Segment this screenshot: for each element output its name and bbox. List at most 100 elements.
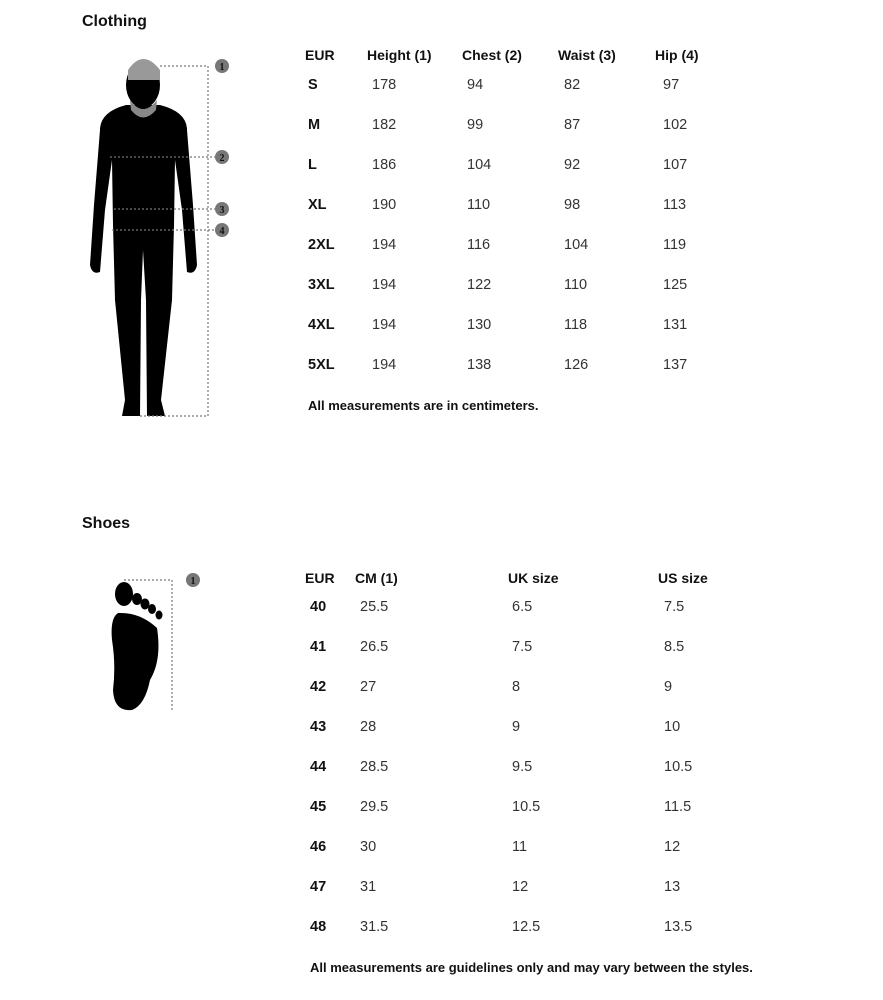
- table-cell: 82: [564, 77, 581, 93]
- table-cell: 97: [663, 77, 680, 93]
- table-cell: M: [308, 117, 321, 133]
- table-cell: 190: [372, 197, 397, 213]
- table-cell: 27: [360, 679, 377, 695]
- table-cell: 3XL: [308, 277, 335, 293]
- measurement-marker: [215, 202, 229, 216]
- table-cell: 7.5: [664, 599, 685, 615]
- measurement-marker-label: 4: [220, 226, 225, 237]
- measurement-marker: [186, 573, 200, 587]
- table-cell: 102: [663, 117, 688, 133]
- table-cell: 28: [360, 719, 377, 735]
- table-cell: 8: [512, 679, 521, 695]
- table-cell: 194: [372, 357, 397, 373]
- table-cell: 7.5: [512, 639, 533, 655]
- table-cell: 48: [310, 919, 327, 935]
- table-cell: 10.5: [664, 759, 693, 775]
- table-cell: 41: [310, 639, 327, 655]
- table-cell: 9: [512, 719, 521, 735]
- column-header: Hip (4): [655, 47, 699, 63]
- table-cell: 13.5: [664, 919, 693, 935]
- table-cell: 186: [372, 157, 397, 173]
- column-header: US size: [658, 570, 708, 586]
- column-header: CM (1): [355, 570, 398, 586]
- table-cell: 2XL: [308, 237, 335, 253]
- table-cell: 42: [310, 679, 327, 695]
- clothing-title: Clothing: [82, 13, 147, 30]
- clothing-note: All measurements are in centimeters.: [308, 398, 539, 413]
- column-header: EUR: [305, 47, 335, 63]
- table-cell: 25.5: [360, 599, 389, 615]
- measurement-marker: [215, 150, 229, 164]
- table-cell: 137: [663, 357, 688, 373]
- table-cell: 182: [372, 117, 397, 133]
- table-cell: 10.5: [512, 799, 541, 815]
- table-cell: 11: [512, 839, 528, 855]
- table-cell: S: [308, 77, 318, 93]
- table-cell: 104: [564, 237, 589, 253]
- table-cell: 30: [360, 839, 377, 855]
- measurement-marker: [215, 223, 229, 237]
- table-cell: 45: [310, 799, 327, 815]
- table-cell: 130: [467, 317, 492, 333]
- table-cell: 26.5: [360, 639, 389, 655]
- table-cell: L: [308, 157, 317, 173]
- table-cell: 194: [372, 237, 397, 253]
- body-measurement-illustration: 1 2 3 4: [90, 59, 229, 417]
- table-cell: 47: [310, 879, 327, 895]
- table-cell: 28.5: [360, 759, 389, 775]
- measurement-marker-label: 3: [220, 205, 225, 216]
- table-cell: 99: [467, 117, 484, 133]
- table-cell: 104: [467, 157, 492, 173]
- table-cell: 107: [663, 157, 688, 173]
- table-cell: 119: [663, 237, 687, 253]
- table-cell: 98: [564, 197, 581, 213]
- table-cell: 44: [310, 759, 327, 775]
- column-header: Chest (2): [462, 47, 522, 63]
- table-cell: 40: [310, 599, 327, 615]
- table-cell: 126: [564, 357, 589, 373]
- table-cell: 122: [467, 277, 492, 293]
- table-cell: 118: [564, 317, 588, 333]
- table-cell: 131: [663, 317, 688, 333]
- table-cell: 178: [372, 77, 397, 93]
- table-cell: 10: [664, 719, 681, 735]
- table-cell: 31: [360, 879, 377, 895]
- column-header: Height (1): [367, 47, 432, 63]
- table-cell: 46: [310, 839, 327, 855]
- table-cell: 138: [467, 357, 492, 373]
- table-cell: 12.5: [512, 919, 541, 935]
- column-header: EUR: [305, 570, 335, 586]
- measurement-marker-label: 2: [220, 153, 225, 164]
- table-cell: 29.5: [360, 799, 389, 815]
- measurement-marker-label: 1: [220, 62, 225, 73]
- shoes-note: All measurements are guidelines only and…: [310, 960, 753, 975]
- table-cell: 110: [564, 277, 588, 293]
- table-cell: 12: [664, 839, 681, 855]
- table-cell: 31.5: [360, 919, 389, 935]
- table-cell: 5XL: [308, 357, 335, 373]
- column-header: UK size: [508, 570, 559, 586]
- shoes-title: Shoes: [82, 515, 131, 532]
- table-cell: 13: [664, 879, 681, 895]
- table-cell: 194: [372, 317, 397, 333]
- table-cell: 4XL: [308, 317, 335, 333]
- table-cell: 116: [467, 237, 491, 253]
- table-cell: 92: [564, 157, 581, 173]
- table-cell: 43: [310, 719, 327, 735]
- table-cell: 11.5: [664, 799, 692, 815]
- table-cell: 110: [467, 197, 491, 213]
- table-cell: 87: [564, 117, 581, 133]
- column-header: Waist (3): [558, 47, 616, 63]
- table-cell: 194: [372, 277, 397, 293]
- table-cell: 9.5: [512, 759, 533, 775]
- table-cell: 94: [467, 77, 484, 93]
- table-cell: 125: [663, 277, 688, 293]
- table-cell: 9: [664, 679, 673, 695]
- table-cell: 8.5: [664, 639, 685, 655]
- table-cell: 6.5: [512, 599, 533, 615]
- measurement-marker-label: 1: [191, 576, 196, 587]
- table-cell: 113: [663, 197, 687, 213]
- table-cell: 12: [512, 879, 529, 895]
- table-cell: XL: [308, 197, 327, 213]
